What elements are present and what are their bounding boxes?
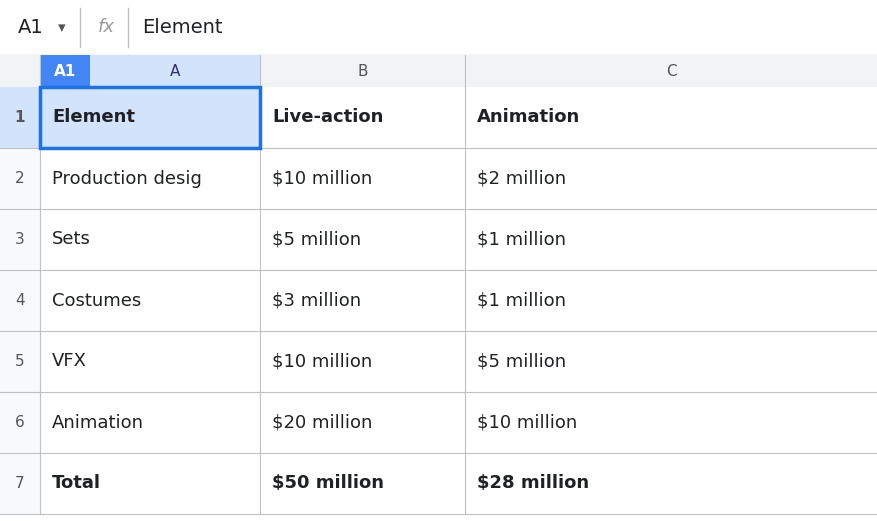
Text: 6: 6 (15, 415, 25, 430)
Bar (465, 148, 877, 209)
Text: Element: Element (52, 108, 135, 127)
Text: $10 million: $10 million (272, 353, 372, 370)
Text: $1 million: $1 million (477, 230, 566, 249)
Bar (40, 392, 260, 453)
Text: Total: Total (52, 475, 101, 492)
Text: $5 million: $5 million (272, 230, 361, 249)
Bar (0, 392, 877, 453)
Bar (260, 148, 465, 209)
Text: Animation: Animation (52, 414, 144, 431)
Text: Animation: Animation (477, 108, 581, 127)
Bar (0, 270, 40, 331)
Bar (260, 392, 465, 453)
Bar (0, 453, 877, 514)
Bar (40, 270, 260, 331)
Text: Sets: Sets (52, 230, 91, 249)
Bar (0, 148, 877, 209)
Text: 4: 4 (15, 293, 25, 308)
Bar (40, 209, 260, 270)
Text: Costumes: Costumes (52, 292, 141, 309)
Text: B: B (357, 64, 367, 79)
Bar (260, 87, 465, 148)
Bar (40, 55, 90, 87)
Bar (0, 209, 877, 270)
Text: $10 million: $10 million (477, 414, 577, 431)
Bar (465, 87, 877, 148)
Bar (0, 453, 40, 514)
Text: Element: Element (142, 18, 223, 37)
Text: $5 million: $5 million (477, 353, 567, 370)
Text: $2 million: $2 million (477, 169, 567, 188)
Bar (465, 55, 877, 87)
Text: A1: A1 (18, 18, 44, 37)
Text: 5: 5 (15, 354, 25, 369)
Text: $1 million: $1 million (477, 292, 566, 309)
Text: 2: 2 (15, 171, 25, 186)
Text: C: C (666, 64, 676, 79)
Bar (465, 392, 877, 453)
Text: 3: 3 (15, 232, 25, 247)
Bar (40, 331, 260, 392)
Bar (40, 87, 260, 148)
Text: VFX: VFX (52, 353, 87, 370)
Bar (0, 55, 877, 87)
Bar (0, 392, 40, 453)
Text: ▾: ▾ (58, 20, 66, 35)
Bar (260, 55, 465, 87)
Text: Production desig: Production desig (52, 169, 202, 188)
Bar (0, 87, 40, 148)
Text: $50 million: $50 million (272, 475, 384, 492)
Bar (260, 453, 465, 514)
Bar (0, 55, 40, 87)
Bar (465, 331, 877, 392)
Bar (40, 453, 260, 514)
Bar (260, 270, 465, 331)
Bar (260, 331, 465, 392)
Bar (0, 87, 877, 148)
Text: 1: 1 (15, 110, 25, 125)
Bar (0, 331, 877, 392)
Text: A: A (170, 64, 180, 79)
Text: $10 million: $10 million (272, 169, 372, 188)
Bar (40, 148, 260, 209)
Bar (465, 270, 877, 331)
Text: $20 million: $20 million (272, 414, 373, 431)
Text: Live-action: Live-action (272, 108, 383, 127)
Bar (0, 270, 877, 331)
Bar (0, 331, 40, 392)
Text: A1: A1 (53, 64, 76, 79)
Text: 7: 7 (15, 476, 25, 491)
Bar (0, 0, 877, 55)
Text: fx: fx (98, 19, 115, 36)
Text: $3 million: $3 million (272, 292, 361, 309)
Bar (90, 55, 260, 87)
Bar (465, 209, 877, 270)
Bar (0, 209, 40, 270)
Bar (465, 453, 877, 514)
Bar (260, 209, 465, 270)
Bar (0, 148, 40, 209)
Text: $28 million: $28 million (477, 475, 589, 492)
Bar (40, 87, 260, 148)
